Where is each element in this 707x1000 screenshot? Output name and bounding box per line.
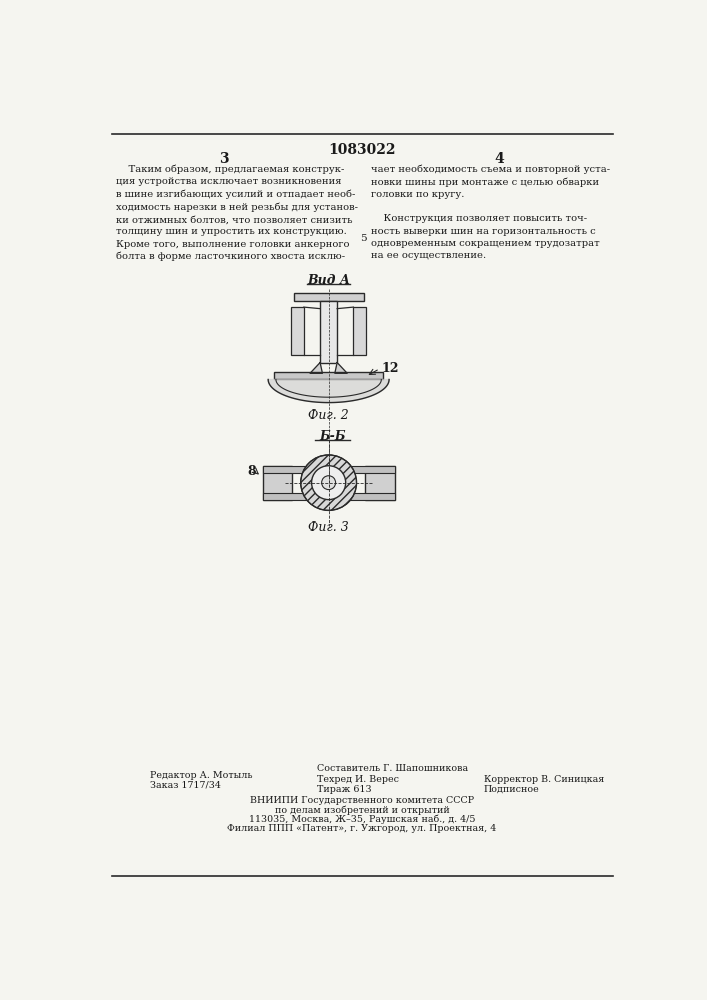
Text: по делам изобретений и открытий: по делам изобретений и открытий bbox=[274, 805, 450, 815]
Text: Филиал ППП «Патент», г. Ужгород, ул. Проектная, 4: Филиал ППП «Патент», г. Ужгород, ул. Про… bbox=[228, 824, 496, 833]
Text: Редактор А. Мотыль: Редактор А. Мотыль bbox=[151, 771, 253, 780]
Bar bbox=[263, 466, 292, 500]
Text: Техред И. Верес: Техред И. Верес bbox=[317, 774, 399, 784]
Bar bbox=[263, 466, 395, 473]
Text: Подписное: Подписное bbox=[484, 785, 539, 794]
Polygon shape bbox=[335, 363, 347, 373]
Bar bbox=[320, 301, 337, 363]
Text: Вид А: Вид А bbox=[307, 274, 350, 287]
Circle shape bbox=[322, 476, 336, 490]
Text: Фиг. 2: Фиг. 2 bbox=[308, 409, 349, 422]
Text: 3: 3 bbox=[219, 152, 229, 166]
Text: Б-Б: Б-Б bbox=[320, 430, 346, 443]
Polygon shape bbox=[268, 379, 389, 403]
Bar bbox=[274, 372, 383, 379]
Circle shape bbox=[300, 455, 356, 510]
Bar bbox=[293, 293, 363, 301]
Circle shape bbox=[312, 466, 346, 500]
Text: 12: 12 bbox=[381, 362, 399, 375]
Text: Составитель Г. Шапошникова: Составитель Г. Шапошникова bbox=[317, 764, 468, 773]
Text: 113035, Москва, Ж–35, Раушская наб., д. 4/5: 113035, Москва, Ж–35, Раушская наб., д. … bbox=[249, 815, 475, 824]
Text: Тираж 613: Тираж 613 bbox=[317, 785, 372, 794]
Bar bbox=[263, 493, 395, 500]
Text: 4: 4 bbox=[494, 152, 504, 166]
Text: ВНИИПИ Государственного комитета СССР: ВНИИПИ Государственного комитета СССР bbox=[250, 796, 474, 805]
Polygon shape bbox=[310, 363, 322, 373]
Text: Заказ 1717/34: Заказ 1717/34 bbox=[151, 781, 221, 790]
Bar bbox=[365, 466, 395, 500]
Text: 8: 8 bbox=[247, 465, 256, 478]
Text: Корректор В. Синицкая: Корректор В. Синицкая bbox=[484, 774, 604, 784]
Text: чает необходимость съема и повторной уста-
новки шины при монтаже с целью обварк: чает необходимость съема и повторной уст… bbox=[371, 165, 610, 260]
Bar bbox=[291, 307, 304, 355]
Text: 1083022: 1083022 bbox=[328, 143, 396, 157]
Bar bbox=[354, 307, 366, 355]
Text: 5: 5 bbox=[360, 234, 367, 243]
Text: Таким образом, предлагаемая конструк-
ция устройства исключает возникновения
в ш: Таким образом, предлагаемая конструк- ци… bbox=[115, 165, 358, 261]
Text: Фиг. 3: Фиг. 3 bbox=[308, 521, 349, 534]
